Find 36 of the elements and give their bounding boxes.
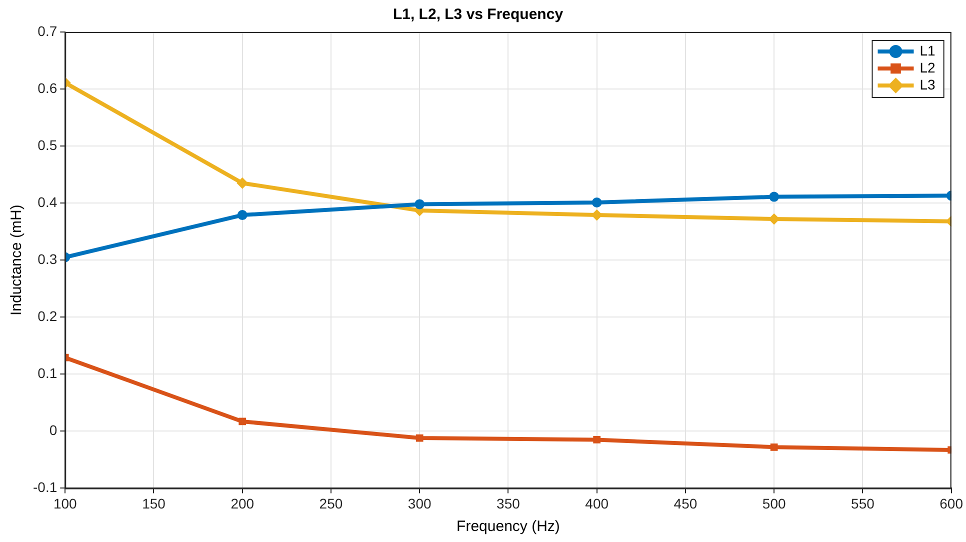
y-tick-label: 0.1: [38, 365, 58, 382]
x-tick-label: 300: [408, 495, 432, 512]
x-tick-label: 150: [142, 495, 166, 512]
y-tick-label: 0.3: [38, 250, 58, 267]
point: [770, 443, 778, 451]
point: [416, 434, 424, 442]
legend-label: L1: [920, 42, 936, 58]
x-tick-label: 450: [674, 495, 698, 512]
x-tick-label: 600: [940, 495, 964, 512]
legend-label: L2: [920, 59, 936, 76]
point: [237, 210, 248, 220]
point: [236, 178, 248, 189]
y-axis-title: Inductance (mH): [8, 204, 26, 316]
point: [238, 418, 246, 426]
point: [593, 436, 601, 444]
point: [414, 199, 425, 210]
point: [592, 198, 602, 208]
y-tick-label: 0.7: [38, 22, 58, 39]
x-tick-label: 400: [585, 495, 609, 512]
point: [591, 210, 602, 221]
chart-title: L1, L2, L3 vs Frequency: [392, 6, 564, 24]
x-tick-label: 550: [851, 495, 875, 512]
y-tick-label: 0: [49, 422, 58, 438]
x-axis-title: Frequency (Hz): [456, 518, 560, 536]
point: [769, 192, 780, 202]
y-tick-label: 0.4: [38, 194, 58, 210]
x-tick-label: 500: [762, 495, 786, 512]
y-tick-label: -0.1: [33, 479, 58, 496]
y-tick-label: 0.5: [38, 136, 58, 153]
legend-label: L3: [920, 76, 936, 92]
y-tick-label: 0.2: [38, 308, 58, 324]
x-tick-label: 200: [230, 495, 254, 512]
x-tick-label: 350: [496, 495, 520, 512]
y-tick-label: 0.6: [38, 80, 58, 96]
x-tick-label: 250: [319, 495, 343, 512]
x-tick-label: 100: [53, 495, 78, 512]
